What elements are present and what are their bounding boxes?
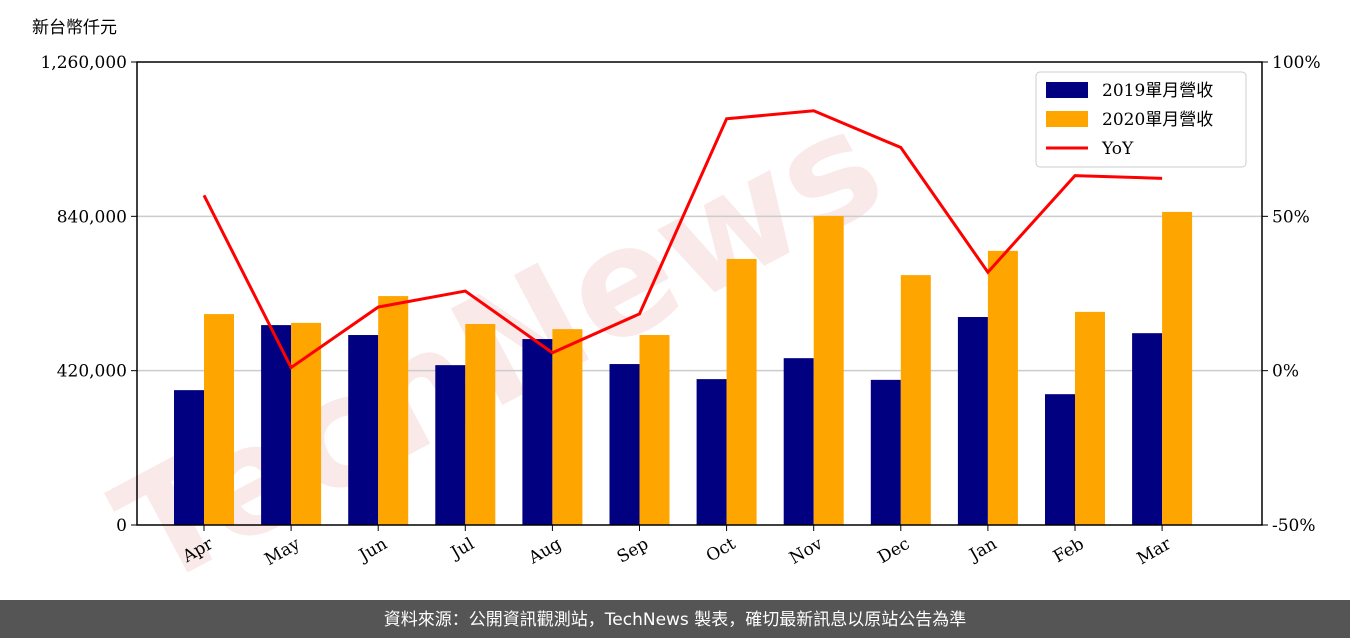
- plot-frame: [136, 61, 1263, 526]
- bar: [465, 323, 496, 525]
- x-tick-label: Mar: [1134, 534, 1176, 570]
- bar: [552, 329, 583, 525]
- yoy-line: [202, 109, 1163, 370]
- footer: 資料來源：公開資訊觀測站，TechNews 製表，確切最新訊息以原站公告為準: [384, 610, 966, 630]
- x-tick-label: Jul: [446, 534, 478, 564]
- legend-swatch: [1046, 111, 1088, 127]
- x-tick-label: Feb: [1050, 534, 1088, 567]
- bar: [987, 250, 1018, 525]
- x-tick-label: Oct: [703, 534, 739, 567]
- y-tick-label: 840,000: [57, 207, 127, 227]
- bar: [1162, 211, 1193, 525]
- bar: [522, 339, 553, 525]
- y2-tick-label: 0%: [1272, 362, 1299, 382]
- y2-tick-label: 100%: [1272, 53, 1321, 73]
- bar: [639, 335, 670, 525]
- footer-bar: [0, 600, 1350, 638]
- legend-label: 2020單月營收: [1102, 110, 1213, 130]
- x-tick-label: Aug: [524, 534, 565, 569]
- legend-swatch: [1046, 82, 1088, 98]
- y-tick-label: 0: [116, 516, 127, 536]
- bar: [1075, 311, 1105, 525]
- legend-label: 2019單月營收: [1102, 81, 1213, 101]
- bar: [900, 275, 931, 525]
- legend-box: [1035, 71, 1247, 168]
- bar: [870, 379, 901, 525]
- bar: [174, 390, 204, 525]
- x-tick-label: Jun: [354, 534, 391, 567]
- bar: [609, 364, 640, 525]
- x-tick-label: Nov: [786, 534, 826, 569]
- bar: [204, 314, 234, 525]
- legend-label: YoY: [1101, 139, 1134, 159]
- bar: [783, 358, 814, 525]
- bar: [813, 215, 844, 525]
- y-tick-label: 1,260,000: [40, 53, 127, 73]
- bar: [435, 365, 466, 525]
- x-tick-label: Dec: [875, 534, 914, 568]
- bar: [348, 335, 379, 525]
- bar: [378, 296, 409, 525]
- y-tick-label: 420,000: [57, 362, 127, 382]
- x-tick-label: Jan: [965, 534, 1001, 566]
- bar: [291, 322, 322, 525]
- bar: [726, 258, 757, 525]
- bar: [1045, 394, 1075, 525]
- y-axis-label: 新台幣仟元: [32, 18, 117, 38]
- y2-tick-label: -50%: [1272, 516, 1316, 536]
- y2-tick-label: 50%: [1272, 207, 1310, 227]
- bar: [957, 317, 988, 525]
- bar: [1132, 333, 1163, 525]
- x-tick-label: Sep: [614, 534, 652, 568]
- bar: [696, 379, 727, 525]
- bar: [261, 325, 292, 525]
